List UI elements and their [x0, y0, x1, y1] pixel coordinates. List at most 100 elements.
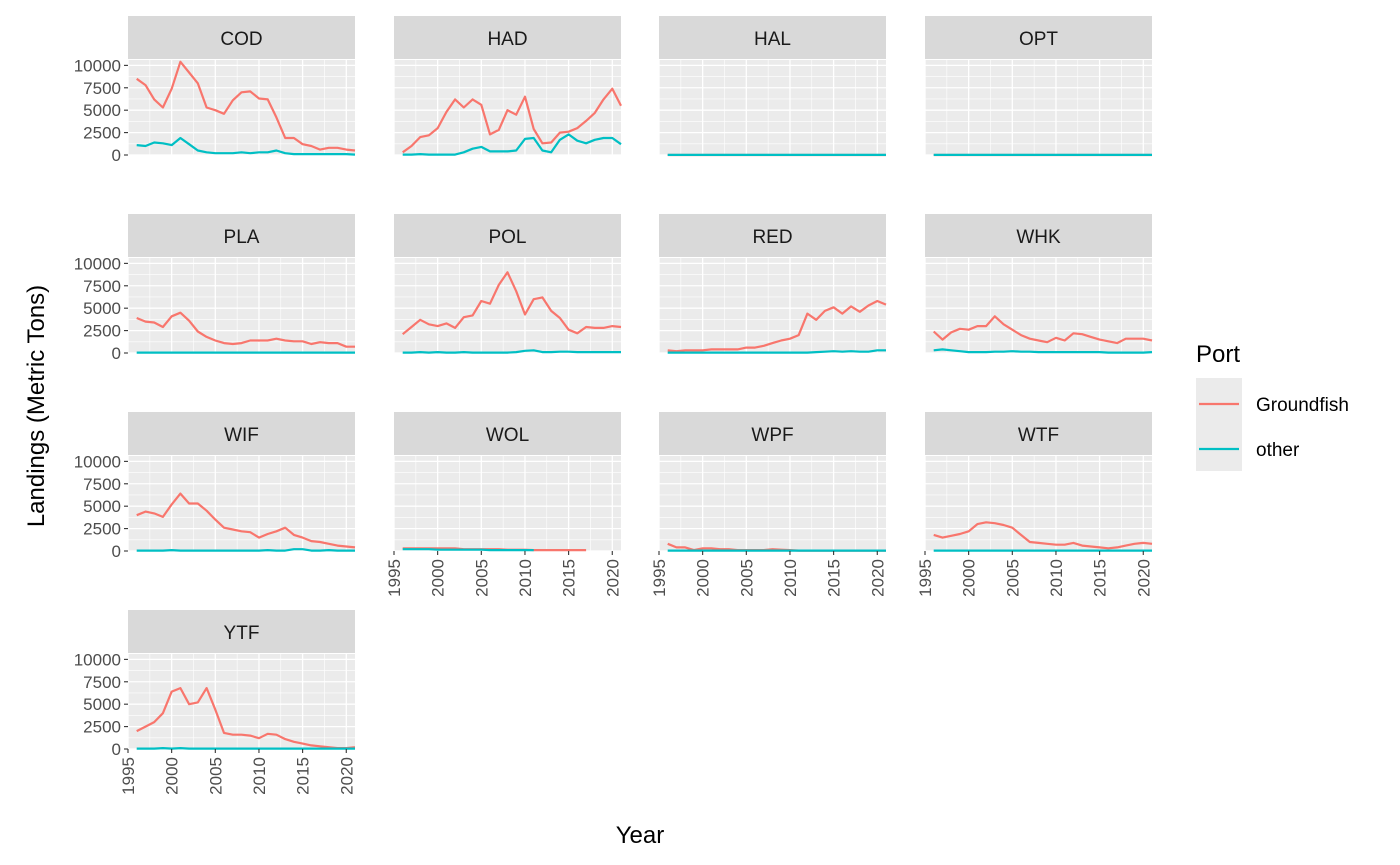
series-line-groundfish [136, 311, 355, 348]
y-tick-label: 5000 [83, 695, 121, 714]
x-tick-label: 1995 [385, 559, 404, 597]
strip-label: WOL [486, 425, 529, 446]
series-line-groundfish [402, 87, 622, 154]
facet-pol: POL [393, 214, 622, 354]
legend-title: Port [1196, 341, 1240, 368]
x-tick-label: 1995 [650, 559, 669, 597]
x-tick-label: 2020 [337, 757, 356, 795]
series-line-other [136, 136, 356, 156]
strip-label: WPF [751, 425, 793, 446]
x-tick-label: 1995 [916, 559, 935, 597]
y-tick-label: 2500 [83, 520, 121, 539]
legend-key-background [1196, 378, 1242, 471]
x-axis-title: Year [616, 822, 665, 849]
strip-background [394, 214, 621, 257]
facet-wpf: WPF 1995 2000 2005 2010 2015 2020 [650, 412, 887, 597]
y-tick-label: 10000 [74, 56, 121, 75]
strip-label: WTF [1018, 425, 1059, 446]
y-tick-label: 2500 [83, 124, 121, 143]
panel-background [394, 60, 621, 155]
facet-cod: COD 0 2500 5000 7500 10000 [74, 16, 356, 165]
y-tick-label: 7500 [83, 475, 121, 494]
y-tick-label: 10000 [74, 254, 121, 273]
series-line-groundfish [667, 299, 887, 353]
panel-background [128, 654, 355, 749]
strip-background [925, 16, 1152, 59]
legend: Port Groundfish other [1196, 341, 1349, 471]
panel-background [128, 60, 355, 155]
series-line-groundfish [136, 492, 356, 549]
x-tick-label: 2010 [1047, 559, 1066, 597]
facet-pla: PLA 0 2500 5000 7500 10000 [74, 214, 355, 363]
x-tick-label: 2005 [472, 559, 491, 597]
strip-background [394, 16, 621, 59]
series-line-groundfish [932, 315, 1153, 345]
strip-label: PLA [224, 227, 260, 248]
y-tick-label: 0 [112, 740, 121, 759]
panel-background [128, 456, 355, 551]
y-tick-label: 10000 [74, 650, 121, 669]
facet-whk: WHK [924, 214, 1153, 354]
series-line-other [933, 348, 1153, 354]
x-tick-label: 2005 [1003, 559, 1022, 597]
y-tick-label: 5000 [83, 497, 121, 516]
x-tick-label: 2020 [1134, 559, 1153, 597]
y-tick-label: 7500 [83, 277, 121, 296]
strip-background [128, 412, 355, 455]
strip-label: COD [220, 29, 262, 50]
panel-background [925, 60, 1152, 155]
legend-label-groundfish: Groundfish [1256, 395, 1349, 416]
strip-label: YTF [224, 623, 260, 644]
panel-background [394, 456, 621, 551]
y-axis-title: Landings (Metric Tons) [23, 285, 50, 527]
y-tick-label: 7500 [83, 673, 121, 692]
x-tick-label: 2000 [960, 559, 979, 597]
x-tick-label: 2000 [429, 559, 448, 597]
facet-wif: WIF 0 2500 5000 7500 10000 [74, 412, 356, 561]
strip-background [925, 214, 1152, 257]
series-line-groundfish [402, 271, 622, 336]
legend-label-other: other [1256, 440, 1300, 461]
y-tick-label: 10000 [74, 452, 121, 471]
strip-background [659, 16, 886, 59]
series-line-other [402, 349, 621, 354]
facet-hal: HAL [658, 16, 886, 157]
y-tick-label: 5000 [83, 299, 121, 318]
facet-ytf: YTF 0 2500 5000 7500 10000 1995 2000 2005 2010 201… [74, 610, 356, 795]
strip-label: HAL [754, 29, 791, 50]
strip-background [128, 214, 355, 257]
x-tick-label: 2010 [250, 757, 269, 795]
y-tick-label: 5000 [83, 101, 121, 120]
strip-label: HAD [487, 29, 527, 50]
facet-opt: OPT [924, 16, 1152, 157]
strip-label: WHK [1016, 227, 1061, 248]
series-line-groundfish [933, 521, 1153, 550]
panel-background [659, 60, 886, 155]
facet-panels: COD 0 2500 5000 7500 10000 HAD HAL OPT PLA 0 2500 50… [74, 16, 1153, 795]
strip-background [128, 610, 355, 653]
series-line-other [402, 548, 534, 552]
y-tick-label: 2500 [83, 322, 121, 341]
x-tick-label: 2005 [206, 757, 225, 795]
strip-background [128, 16, 355, 59]
x-tick-label: 2015 [1091, 559, 1110, 597]
facet-had: HAD [393, 16, 622, 156]
x-tick-label: 1995 [119, 757, 138, 795]
series-line-other [667, 349, 886, 354]
y-tick-label: 0 [112, 542, 121, 561]
facet-wol: WOL 1995 2000 2005 2010 2015 2020 [385, 412, 622, 597]
panel-background [128, 258, 355, 353]
x-tick-label: 2020 [603, 559, 622, 597]
x-tick-label: 2000 [694, 559, 713, 597]
x-tick-label: 2020 [868, 559, 887, 597]
x-tick-label: 2015 [294, 757, 313, 795]
y-tick-label: 2500 [83, 718, 121, 737]
strip-label: RED [752, 227, 792, 248]
strip-background [394, 412, 621, 455]
panel-background [659, 258, 886, 353]
panel-background [925, 456, 1152, 551]
x-tick-label: 2015 [825, 559, 844, 597]
series-line-other [136, 747, 355, 750]
strip-label: WIF [224, 425, 259, 446]
strip-label: POL [488, 227, 526, 248]
